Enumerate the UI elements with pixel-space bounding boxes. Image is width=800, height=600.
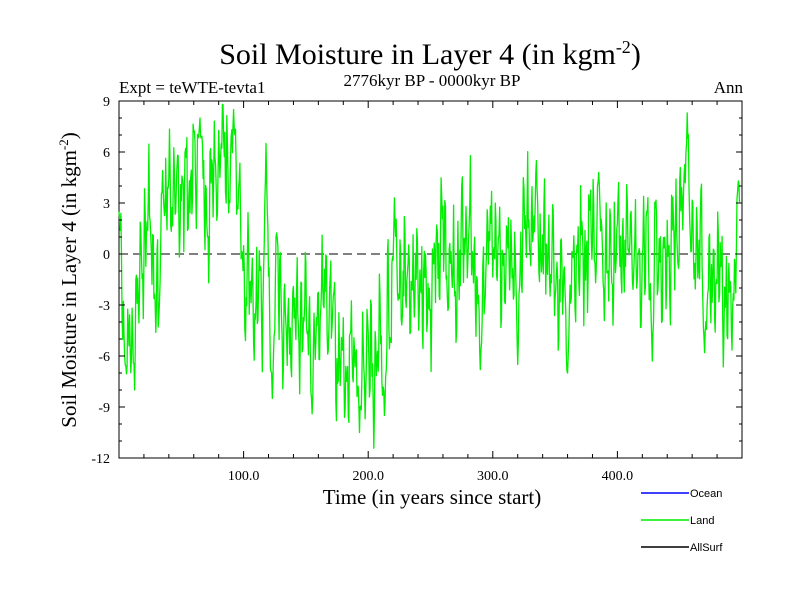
- legend-label-ocean: Ocean: [690, 488, 722, 500]
- experiment-label: Expt = teWTE-tevta1: [119, 78, 265, 97]
- y-tick-label: 0: [103, 248, 110, 263]
- y-tick-label: 3: [103, 197, 110, 212]
- legend-label-land: Land: [690, 515, 714, 527]
- legend-label-allsurf: AllSurf: [690, 542, 723, 554]
- x-tick-label: 200.0: [352, 469, 384, 484]
- y-axis-label: Soil Moisture in Layer 4 (in kgm-2): [56, 132, 81, 427]
- plot-frame: [118, 100, 743, 459]
- x-tick-label: 300.0: [477, 469, 509, 484]
- y-tick-label: -12: [91, 452, 110, 467]
- y-tick-label: -3: [98, 299, 110, 314]
- y-tick-label: -9: [98, 401, 110, 416]
- series-line-land: [118, 103, 741, 449]
- chart-title: Soil Moisture in Layer 4 (in kgm-2): [219, 37, 641, 71]
- x-axis-label: Time (in years since start): [323, 485, 542, 509]
- y-tick-label: -6: [98, 350, 110, 365]
- x-tick-label: 400.0: [602, 469, 634, 484]
- x-tick-label: 100.0: [228, 469, 260, 484]
- legend: Ocean Land AllSurf: [641, 488, 723, 554]
- chart-subtitle: 2776kyr BP - 0000kyr BP: [344, 71, 521, 90]
- season-label: Ann: [714, 78, 744, 97]
- y-tick-label: 6: [103, 146, 110, 161]
- y-tick-label: 9: [103, 95, 110, 110]
